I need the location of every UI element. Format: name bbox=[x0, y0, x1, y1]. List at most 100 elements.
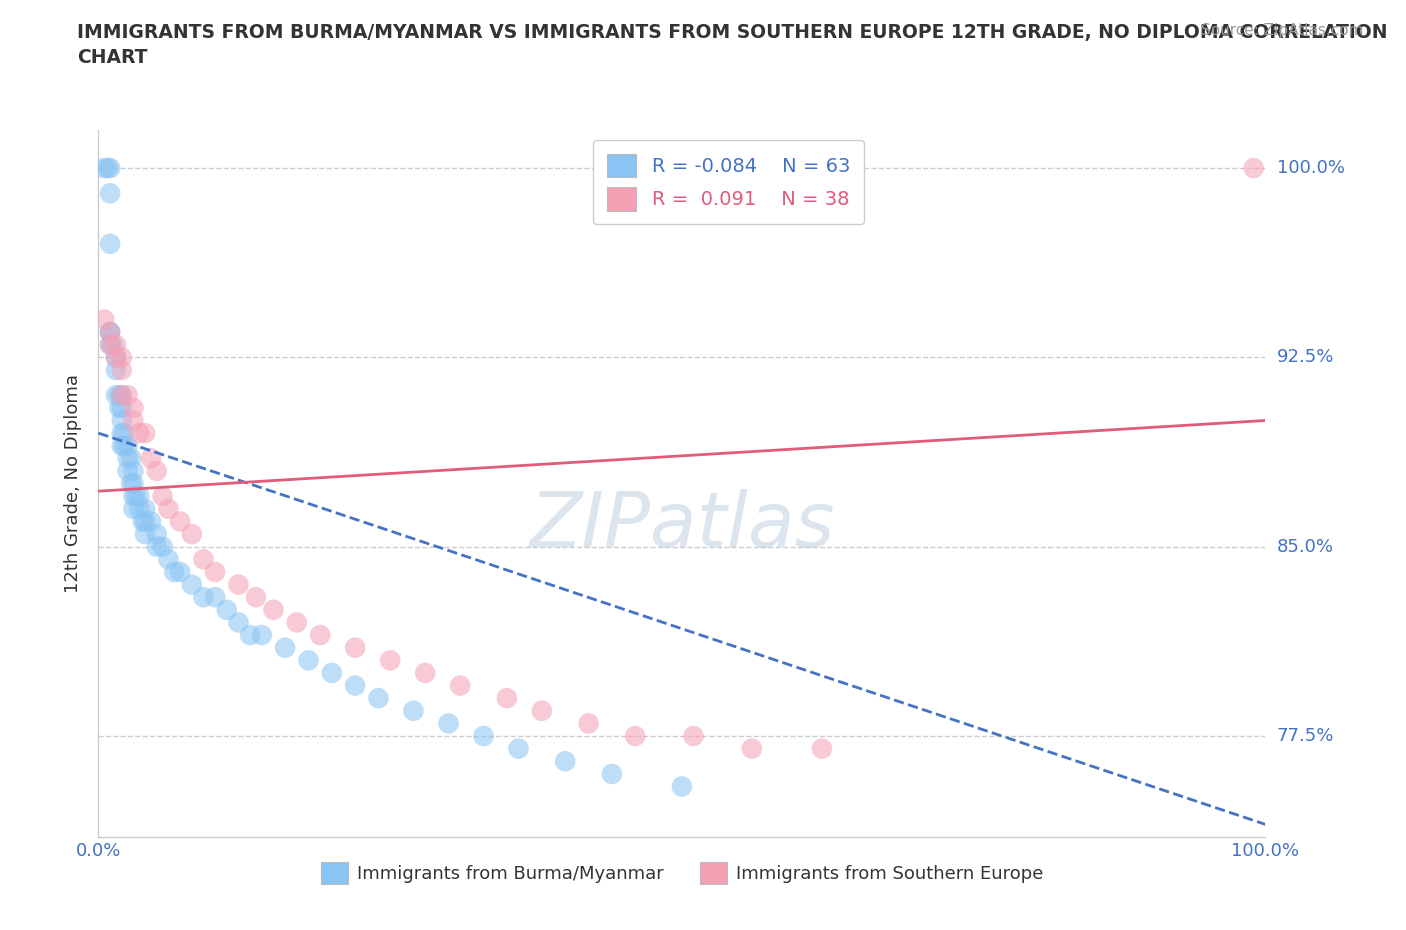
Point bbox=[98, 161, 121, 176]
Point bbox=[111, 426, 134, 441]
Point bbox=[104, 350, 127, 365]
Point bbox=[146, 539, 169, 554]
Point bbox=[132, 514, 155, 529]
Point bbox=[128, 501, 150, 516]
Point bbox=[250, 628, 273, 643]
Point bbox=[98, 338, 121, 352]
Point bbox=[146, 463, 169, 478]
Point bbox=[122, 489, 145, 504]
Point bbox=[111, 401, 134, 416]
Point bbox=[98, 325, 121, 339]
Point bbox=[122, 401, 145, 416]
Point bbox=[111, 438, 134, 453]
Point bbox=[344, 640, 367, 655]
Point bbox=[134, 501, 156, 516]
Point bbox=[1243, 161, 1265, 176]
Point bbox=[134, 514, 156, 529]
Point bbox=[128, 426, 150, 441]
Point bbox=[180, 526, 202, 541]
Point bbox=[215, 603, 238, 618]
Point bbox=[111, 363, 134, 378]
Point bbox=[111, 388, 134, 403]
Point bbox=[152, 489, 174, 504]
Text: ZIPatlas: ZIPatlas bbox=[529, 489, 835, 563]
Point bbox=[93, 312, 115, 327]
Legend: Immigrants from Burma/Myanmar, Immigrants from Southern Europe: Immigrants from Burma/Myanmar, Immigrant… bbox=[314, 855, 1050, 892]
Point bbox=[108, 388, 131, 403]
Point bbox=[169, 514, 191, 529]
Point bbox=[204, 590, 226, 604]
Point bbox=[193, 551, 215, 566]
Point bbox=[204, 565, 226, 579]
Point bbox=[134, 426, 156, 441]
Point bbox=[309, 628, 332, 643]
Point bbox=[344, 678, 367, 693]
Point bbox=[508, 741, 530, 756]
Point bbox=[98, 325, 121, 339]
Point bbox=[157, 551, 180, 566]
Text: 85.0%: 85.0% bbox=[1277, 538, 1333, 556]
Point bbox=[112, 438, 135, 453]
Point bbox=[285, 615, 308, 630]
Text: 92.5%: 92.5% bbox=[1277, 349, 1334, 366]
Text: Source: ZipAtlas.com: Source: ZipAtlas.com bbox=[1201, 23, 1364, 38]
Point bbox=[437, 716, 460, 731]
Point bbox=[554, 754, 576, 769]
Point bbox=[111, 388, 134, 403]
Point bbox=[274, 640, 297, 655]
Point bbox=[163, 565, 186, 579]
Point bbox=[111, 413, 134, 428]
Point bbox=[239, 628, 262, 643]
Point bbox=[122, 501, 145, 516]
Point bbox=[741, 741, 763, 756]
Text: IMMIGRANTS FROM BURMA/MYANMAR VS IMMIGRANTS FROM SOUTHERN EUROPE 12TH GRADE, NO : IMMIGRANTS FROM BURMA/MYANMAR VS IMMIGRA… bbox=[77, 23, 1388, 67]
Point bbox=[120, 451, 142, 466]
Point bbox=[169, 565, 191, 579]
Point bbox=[530, 703, 553, 718]
Point bbox=[98, 325, 121, 339]
Point bbox=[193, 590, 215, 604]
Point bbox=[117, 451, 139, 466]
Point bbox=[139, 514, 162, 529]
Point bbox=[97, 161, 120, 176]
Point bbox=[152, 539, 174, 554]
Text: 100.0%: 100.0% bbox=[1277, 159, 1344, 177]
Point bbox=[157, 501, 180, 516]
Point bbox=[112, 426, 135, 441]
Point bbox=[117, 463, 139, 478]
Point bbox=[111, 350, 134, 365]
Point bbox=[228, 615, 250, 630]
Y-axis label: 12th Grade, No Diploma: 12th Grade, No Diploma bbox=[65, 374, 83, 593]
Point bbox=[146, 526, 169, 541]
Point bbox=[180, 578, 202, 592]
Point bbox=[367, 691, 389, 706]
Point bbox=[117, 388, 139, 403]
Point bbox=[228, 578, 250, 592]
Point bbox=[402, 703, 425, 718]
Point bbox=[245, 590, 267, 604]
Point bbox=[624, 728, 647, 743]
Point bbox=[380, 653, 402, 668]
Point bbox=[125, 489, 148, 504]
Point bbox=[122, 463, 145, 478]
Point bbox=[122, 413, 145, 428]
Point bbox=[134, 526, 156, 541]
Point bbox=[139, 451, 162, 466]
Point bbox=[128, 489, 150, 504]
Point bbox=[321, 666, 343, 681]
Point bbox=[413, 666, 436, 681]
Text: 77.5%: 77.5% bbox=[1277, 727, 1334, 745]
Point bbox=[472, 728, 495, 743]
Point bbox=[104, 388, 127, 403]
Point bbox=[449, 678, 471, 693]
Point bbox=[120, 476, 142, 491]
Point bbox=[98, 338, 121, 352]
Point bbox=[671, 779, 693, 794]
Point bbox=[104, 338, 127, 352]
Point bbox=[117, 438, 139, 453]
Point bbox=[496, 691, 519, 706]
Point bbox=[297, 653, 319, 668]
Point bbox=[104, 350, 127, 365]
Point bbox=[811, 741, 834, 756]
Point bbox=[262, 603, 284, 618]
